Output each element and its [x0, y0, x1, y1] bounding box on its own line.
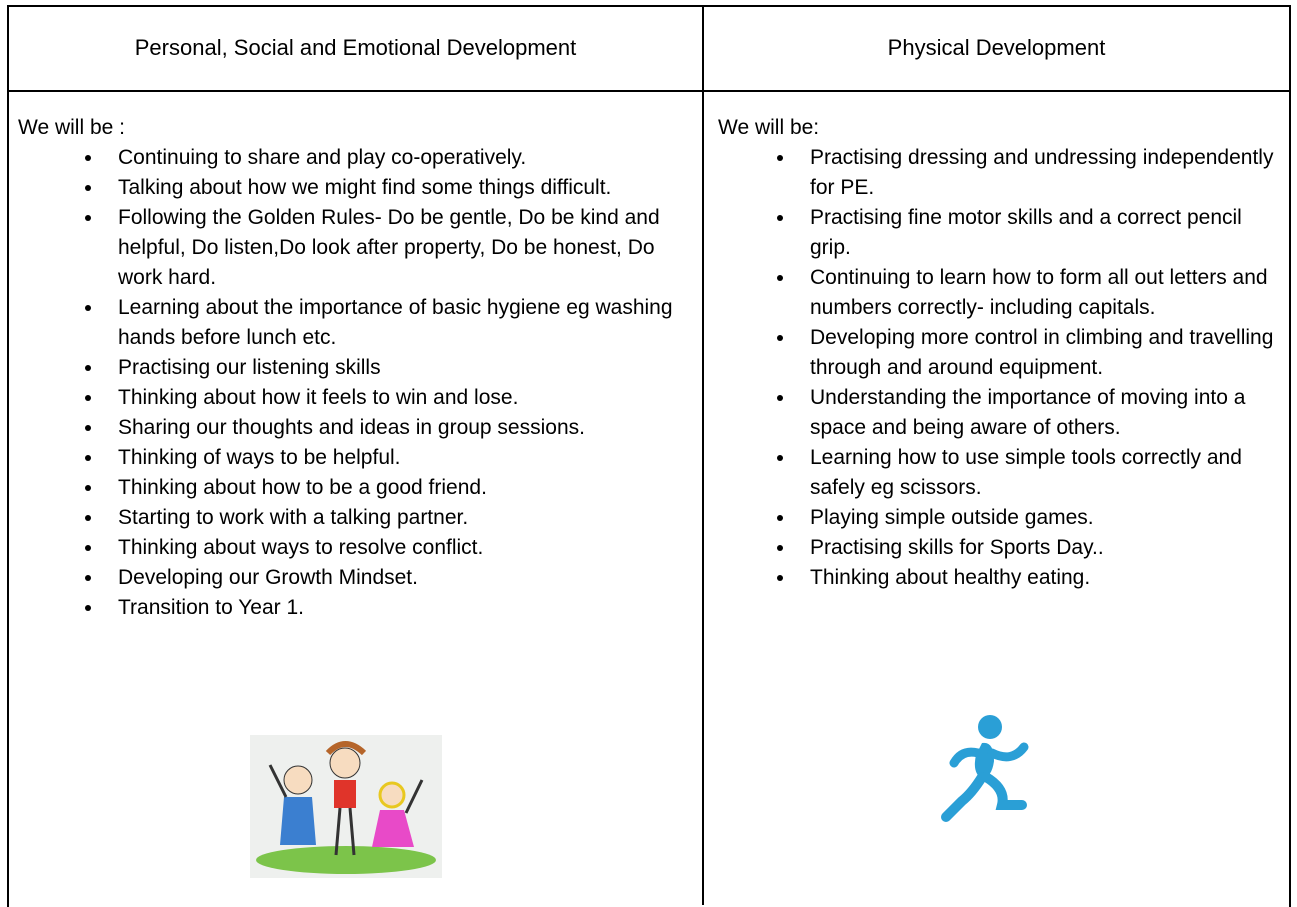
list-item: Practising skills for Sports Day.. — [796, 533, 1284, 563]
intro: We will be : — [18, 116, 125, 139]
list-item: Practising dressing and undressing indep… — [796, 143, 1284, 203]
list-item: Continuing to share and play co-operativ… — [104, 143, 684, 173]
list-item: Sharing our thoughts and ideas in group … — [104, 413, 684, 443]
list-item: Thinking about how it feels to win and l… — [104, 383, 684, 413]
list-item: Understanding the importance of moving i… — [796, 383, 1284, 443]
header-divider — [7, 90, 1291, 92]
list-item: Continuing to learn how to form all out … — [796, 263, 1284, 323]
list-item: Following the Golden Rules- Do be gentle… — [104, 203, 684, 293]
children-drawing — [250, 735, 442, 878]
cell: We will be : Continuing to share and pla… — [18, 113, 698, 623]
list-item: Practising fine motor skills and a corre… — [796, 203, 1284, 263]
table-border — [7, 5, 1291, 907]
list-item: Learning about the importance of basic h… — [104, 293, 684, 353]
list-item: Thinking about how to be a good friend. — [104, 473, 684, 503]
column-divider — [702, 5, 704, 905]
cell: We will be: Practising dressing and undr… — [718, 113, 1288, 593]
list: Practising dressing and undressing indep… — [718, 143, 1284, 593]
list-item: Transition to Year 1. — [104, 593, 684, 623]
list-item: Talking about how we might find some thi… — [104, 173, 684, 203]
list-item: Playing simple outside games. — [796, 503, 1284, 533]
column-header: Physical Development — [887, 34, 1106, 60]
list-item: Developing our Growth Mindset. — [104, 563, 684, 593]
runner-icon — [941, 715, 1029, 822]
column-header: Personal, Social and Emotional Developme… — [134, 34, 577, 60]
intro: We will be: — [718, 116, 820, 139]
list-item: Practising our listening skills — [104, 353, 684, 383]
list-item: Thinking of ways to be helpful. — [104, 443, 684, 473]
list: Continuing to share and play co-operativ… — [18, 143, 684, 623]
list-item: Thinking about healthy eating. — [796, 563, 1284, 593]
list-item: Developing more control in climbing and … — [796, 323, 1284, 383]
list-item: Thinking about ways to resolve conflict. — [104, 533, 684, 563]
list-item: Learning how to use simple tools correct… — [796, 443, 1284, 503]
list-item: Starting to work with a talking partner. — [104, 503, 684, 533]
